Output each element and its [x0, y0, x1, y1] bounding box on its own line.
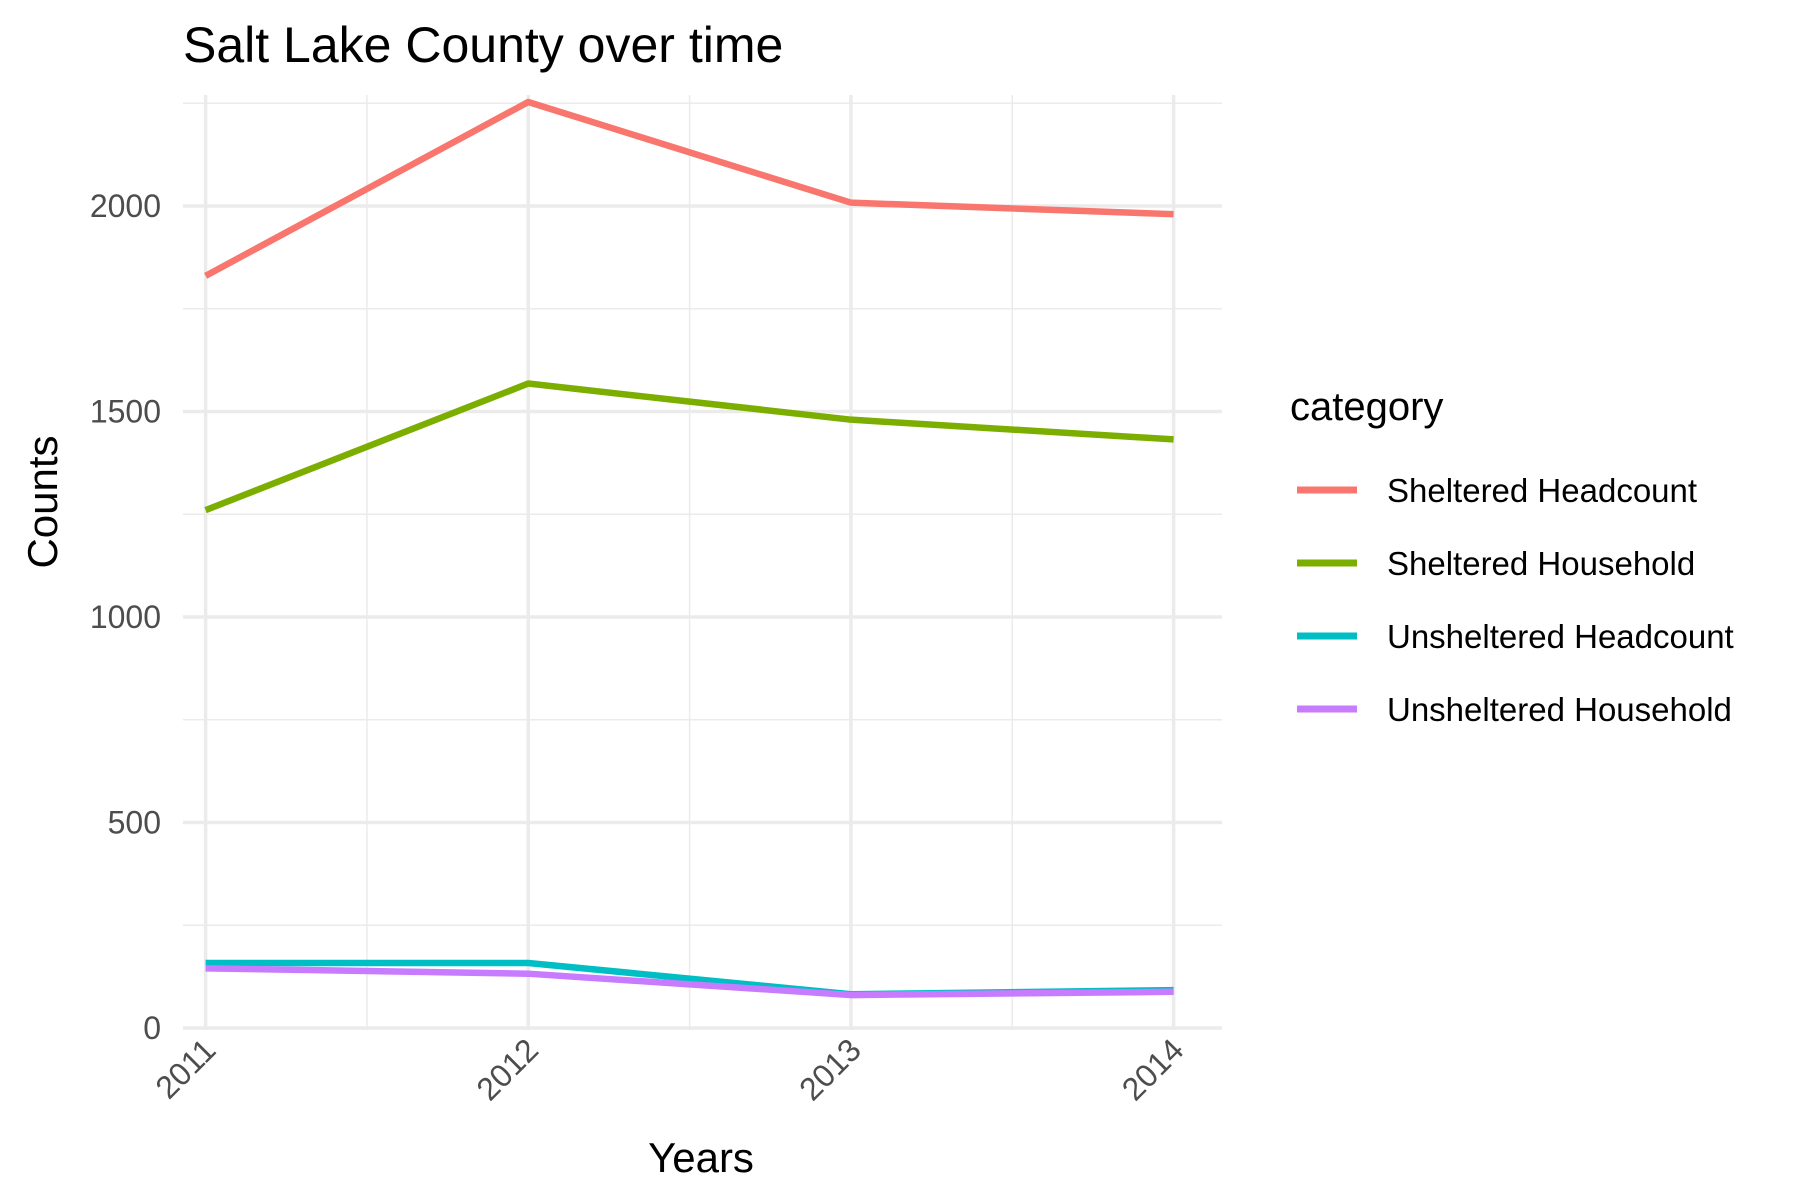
series-line-unsheltered-household [205, 965, 1174, 999]
legend-items: Sheltered Headcount Sheltered Household Un… [1297, 472, 1734, 728]
series-line-sheltered-household [204, 380, 1174, 514]
y-tick-label: 0 [143, 1010, 161, 1046]
series-line-sheltered-headcount [204, 98, 1174, 279]
legend-label-sheltered-household: Sheltered Household [1387, 545, 1695, 582]
y-axis-title: Counts [19, 435, 66, 568]
x-axis-title: Years [648, 1134, 754, 1181]
y-axis-tick-labels: 0 500 1000 1500 2000 [90, 188, 161, 1046]
legend-label-unsheltered-household: Unsheltered Household [1387, 691, 1732, 728]
legend-label-sheltered-headcount: Sheltered Headcount [1387, 472, 1697, 509]
y-tick-label: 2000 [90, 188, 161, 224]
legend: category Sheltered Headcount Sheltered Ho… [1290, 385, 1734, 728]
y-tick-label: 1500 [90, 393, 161, 429]
series-lines [204, 98, 1174, 999]
grid-major [183, 95, 1222, 1030]
legend-title: category [1290, 385, 1443, 429]
y-tick-label: 1000 [90, 599, 161, 635]
chart-title: Salt Lake County over time [183, 17, 783, 73]
legend-label-unsheltered-headcount: Unsheltered Headcount [1387, 618, 1734, 655]
grid-minor [183, 95, 1222, 1030]
y-tick-label: 500 [108, 804, 161, 840]
